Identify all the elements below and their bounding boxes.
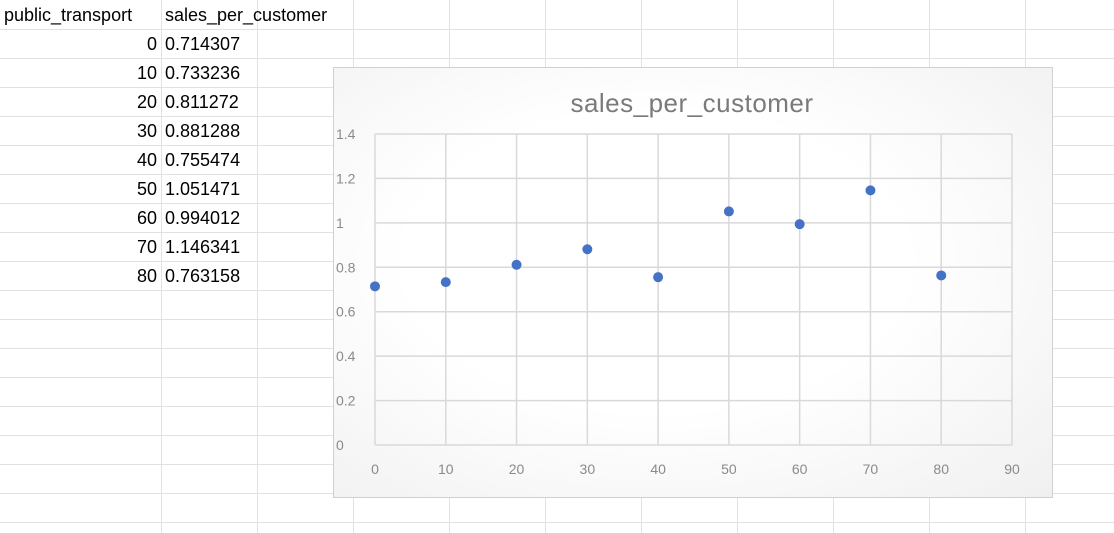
y-tick-label-0: 0 bbox=[336, 437, 344, 453]
chart-title: sales_per_customer bbox=[570, 88, 813, 118]
y-tick-label-2: 0.4 bbox=[336, 348, 356, 364]
chart-points bbox=[370, 185, 947, 292]
x-tick-label-5: 50 bbox=[721, 461, 737, 477]
x-tick-label-6: 60 bbox=[792, 461, 808, 477]
cell-y-2[interactable]: 0.811272 bbox=[165, 92, 239, 112]
data-point-0-1[interactable] bbox=[440, 277, 451, 288]
chart-gridlines bbox=[374, 133, 1013, 446]
chart-tick-labels: 0 0.2 0.4 0.6 0.8 1 1.2 1.4 0 10 20 30 40 50 60 70 80 90 bbox=[336, 126, 1020, 477]
cell-y-0[interactable]: 0.714307 bbox=[165, 34, 241, 54]
cell-x-4[interactable]: 40 bbox=[136, 150, 157, 170]
cell-x-6[interactable]: 60 bbox=[136, 208, 157, 228]
cell-y-7[interactable]: 1.146341 bbox=[165, 237, 241, 257]
cell-y-6[interactable]: 0.994012 bbox=[165, 208, 241, 228]
chart-canvas: 00.20.40.60.811.21.40 10 20 30 40 50 60 70 80 90 … bbox=[336, 88, 1020, 477]
y-tick-label-6: 1.2 bbox=[336, 170, 356, 186]
cell-x-0[interactable]: 0 bbox=[146, 34, 157, 54]
x-tick-label-2: 20 bbox=[509, 461, 525, 477]
data-point-0-4[interactable] bbox=[653, 272, 664, 283]
x-tick-label-8: 80 bbox=[933, 461, 949, 477]
data-point-0-8[interactable] bbox=[936, 270, 947, 281]
data-point-0-5[interactable] bbox=[723, 206, 734, 217]
cell-y-3[interactable]: 0.881288 bbox=[165, 121, 241, 141]
y-tick-label-5: 1 bbox=[336, 215, 344, 231]
y-tick-label-7: 1.4 bbox=[336, 126, 356, 142]
data-point-0-2[interactable] bbox=[511, 259, 522, 270]
scatter-chart[interactable]: 0 0.2 0.4 0.6 0.8 1 1.2 1.4 0 10 20 30 40 50 60 70 80 90 … bbox=[333, 67, 1053, 498]
header-cell-sales-per-customer[interactable]: sales_per_customer bbox=[165, 5, 328, 25]
x-tick-label-1: 10 bbox=[438, 461, 454, 477]
x-tick-label-0: 0 bbox=[371, 461, 379, 477]
x-tick-label-4: 40 bbox=[650, 461, 666, 477]
x-tick-label-7: 70 bbox=[863, 461, 879, 477]
cell-x-3[interactable]: 30 bbox=[136, 121, 157, 141]
cell-x-1[interactable]: 10 bbox=[136, 63, 157, 83]
y-tick-label-3: 0.6 bbox=[336, 304, 356, 320]
cell-y-1[interactable]: 0.733236 bbox=[165, 63, 241, 83]
cell-y-4[interactable]: 0.755474 bbox=[165, 150, 241, 170]
cell-x-7[interactable]: 70 bbox=[136, 237, 157, 257]
data-point-0-3[interactable] bbox=[582, 244, 593, 255]
data-point-0-0[interactable] bbox=[370, 281, 380, 292]
header-cell-public-transport[interactable]: public_transport bbox=[4, 5, 133, 25]
cell-y-5[interactable]: 1.051471 bbox=[165, 179, 241, 199]
cell-x-2[interactable]: 20 bbox=[136, 92, 157, 112]
cell-y-8[interactable]: 0.763158 bbox=[165, 266, 241, 286]
data-point-0-7[interactable] bbox=[865, 185, 876, 196]
data-point-0-6[interactable] bbox=[794, 219, 805, 230]
x-tick-label-9: 90 bbox=[1004, 461, 1020, 477]
cell-x-8[interactable]: 80 bbox=[136, 266, 157, 286]
y-tick-label-4: 0.8 bbox=[336, 259, 356, 275]
x-tick-label-3: 30 bbox=[580, 461, 596, 477]
cell-x-5[interactable]: 50 bbox=[136, 179, 157, 199]
y-tick-label-1: 0.2 bbox=[336, 393, 356, 409]
